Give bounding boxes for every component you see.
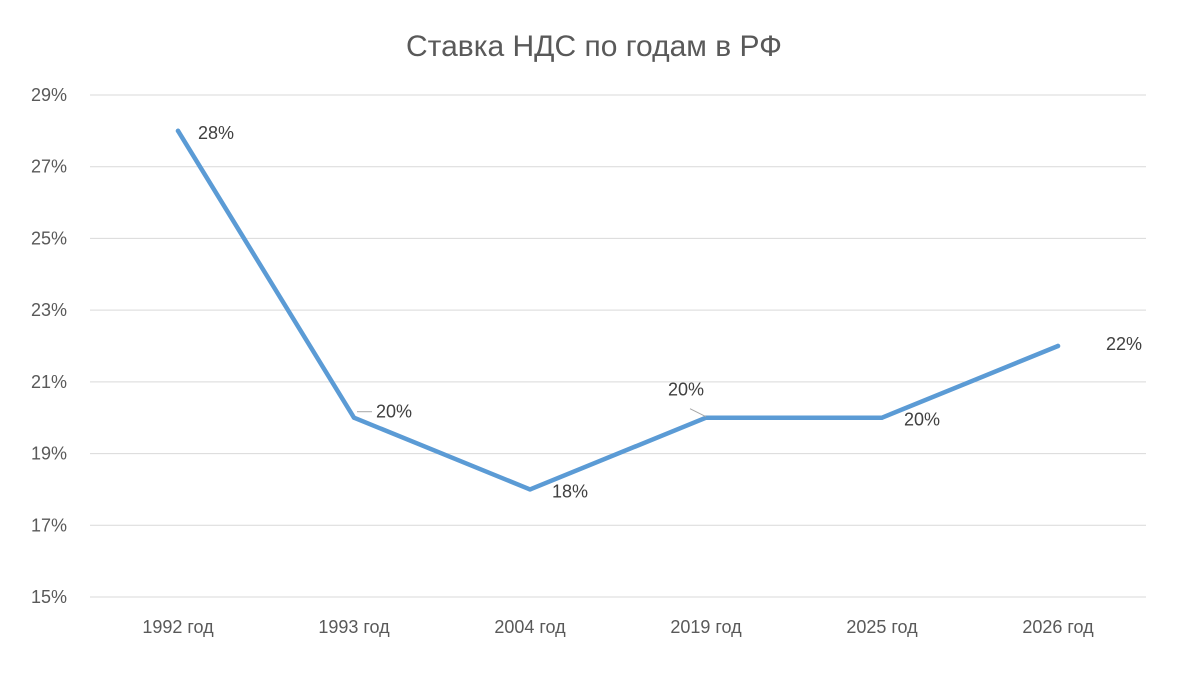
data-labels: 28% 20% 18% 20% 20% 22% xyxy=(198,123,1142,502)
grid xyxy=(90,94,1146,598)
y-tick-label: 25% xyxy=(31,228,67,248)
data-point xyxy=(351,415,357,420)
y-tick-label: 17% xyxy=(31,515,67,535)
data-label: 20% xyxy=(668,380,704,400)
series xyxy=(175,128,1061,492)
x-tick-label: 2019 год xyxy=(670,617,742,637)
data-label: 20% xyxy=(904,410,940,430)
series-line xyxy=(175,128,1061,492)
y-tick-label: 29% xyxy=(31,85,67,105)
x-tick-label: 2025 год xyxy=(846,617,918,637)
data-point xyxy=(175,128,181,134)
y-tick-label: 27% xyxy=(31,157,67,177)
data-label: 20% xyxy=(376,402,412,422)
x-tick-label: 2026 год xyxy=(1022,617,1094,637)
x-tick-label: 1993 год xyxy=(318,617,390,637)
data-point xyxy=(527,487,533,492)
data-label: 28% xyxy=(198,123,234,143)
x-axis-ticks: 1992 год 1993 год 2004 год 2019 год 2025 год… xyxy=(142,617,1094,637)
y-axis-ticks: 15% 17% 19% 21% 23% 25% 27% 29% xyxy=(31,85,67,607)
x-tick-label: 2004 год xyxy=(494,617,566,637)
y-tick-label: 21% xyxy=(31,372,67,392)
y-tick-label: 23% xyxy=(31,300,67,320)
data-point xyxy=(1055,343,1061,349)
data-point xyxy=(879,415,885,420)
y-tick-label: 19% xyxy=(31,444,67,464)
data-label: 18% xyxy=(552,481,588,501)
leader-line xyxy=(689,408,707,418)
data-label: 22% xyxy=(1106,334,1142,354)
chart-title: Ставка НДС по годам в РФ xyxy=(406,30,782,63)
y-tick-label: 15% xyxy=(31,587,67,607)
x-tick-label: 1992 год xyxy=(142,617,214,637)
